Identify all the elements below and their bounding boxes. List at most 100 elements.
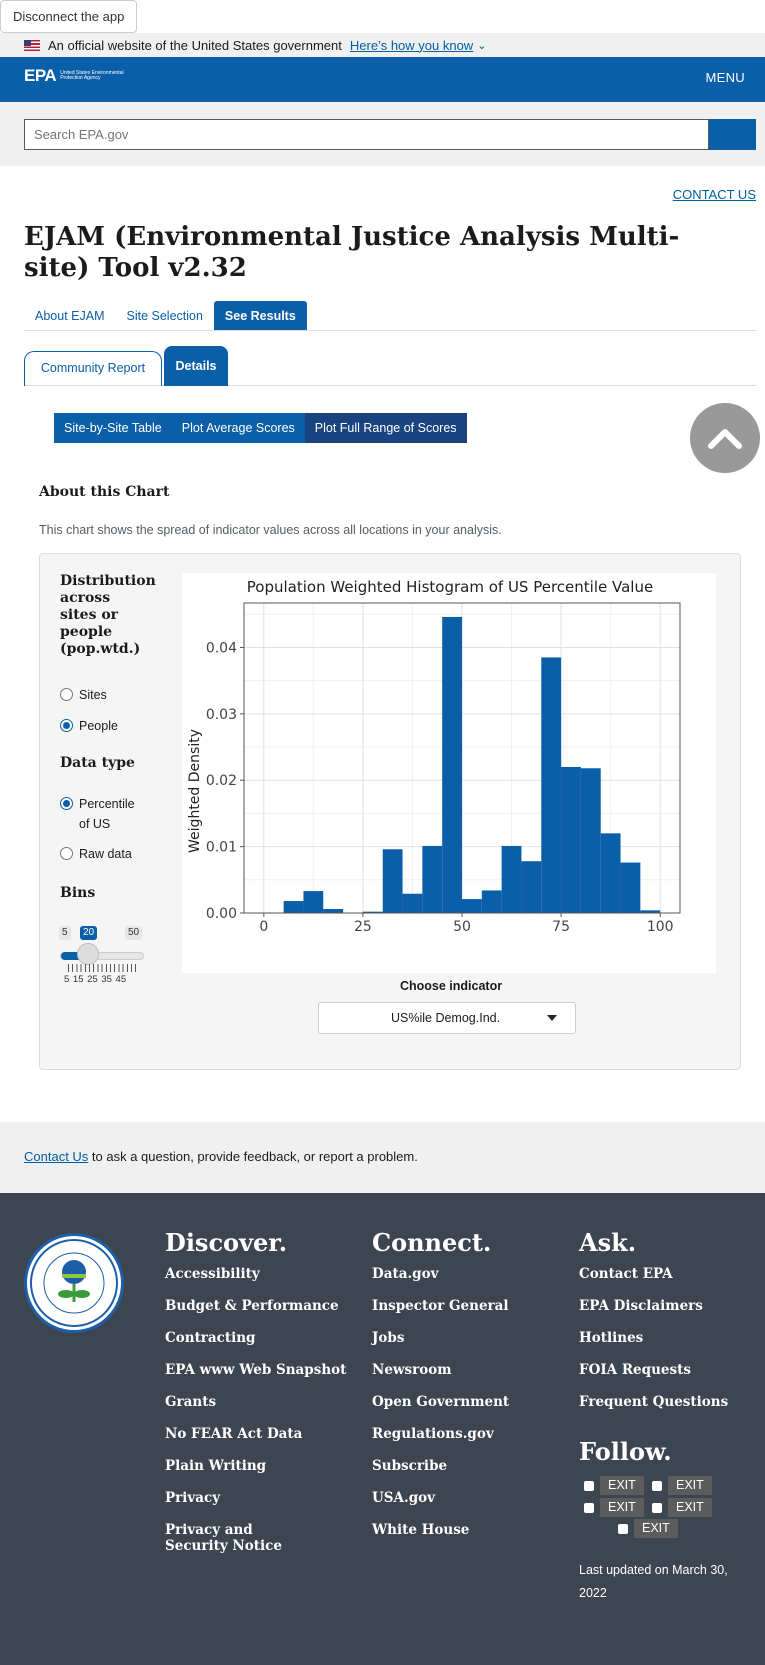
footer-link[interactable]: Data.gov — [372, 1266, 439, 1282]
chevron-down-icon[interactable]: ⌄ — [477, 39, 487, 52]
about-chart-text: This chart shows the spread of indicator… — [39, 523, 502, 537]
x-tick-label: 100 — [647, 919, 674, 935]
flickr-link[interactable]: EXIT — [652, 1498, 712, 1517]
footer-link[interactable]: Frequent Questions — [579, 1394, 729, 1410]
chevron-up-icon — [708, 429, 742, 449]
footer-link[interactable]: FOIA Requests — [579, 1362, 691, 1378]
footer-follow-heading: Follow. — [579, 1437, 672, 1466]
footer-link[interactable]: EPA Disclaimers — [579, 1298, 703, 1314]
footer-link[interactable]: Subscribe — [372, 1458, 448, 1474]
histogram-bar — [640, 910, 661, 913]
footer-link[interactable]: Plain Writing — [165, 1458, 267, 1474]
bins-heading: Bins — [60, 885, 96, 901]
tab-about-ejam[interactable]: About EJAM — [35, 309, 105, 323]
tab-plot-full-range[interactable]: Plot Full Range of Scores — [304, 413, 467, 443]
tab-site-by-site-table[interactable]: Site-by-Site Table — [64, 421, 162, 435]
footer-link[interactable]: Contact EPA — [579, 1266, 673, 1282]
footer-link[interactable]: Privacy and Security Notice — [165, 1522, 282, 1554]
footer-link[interactable]: Open Government — [372, 1394, 510, 1410]
radio-percentile[interactable]: Percentile of US — [60, 794, 140, 834]
exit-badge: EXIT — [668, 1498, 712, 1517]
x-tick-label: 25 — [354, 919, 372, 935]
histogram-bar — [561, 766, 581, 913]
gov-banner-link[interactable]: Here’s how you know — [349, 37, 474, 53]
bins-slider-handle[interactable] — [76, 943, 99, 965]
histogram-bar — [402, 893, 423, 913]
menu-button[interactable]: MENU — [705, 70, 745, 85]
epa-logo[interactable]: EPA United States Environmental Protecti… — [24, 66, 130, 86]
footer-link[interactable]: USA.gov — [372, 1490, 435, 1506]
histogram-bar — [442, 616, 462, 913]
radio-percentile-dot[interactable] — [60, 797, 73, 810]
contact-band: Contact Us to ask a question, provide fe… — [0, 1122, 765, 1193]
flickr-icon — [652, 1502, 662, 1513]
footer-link[interactable]: Privacy — [165, 1490, 221, 1506]
chart-title: Population Weighted Histogram of US Perc… — [247, 578, 653, 596]
scroll-to-top-button[interactable] — [690, 403, 760, 473]
footer-link[interactable]: EPA www Web Snapshot — [165, 1362, 347, 1378]
indicator-select[interactable]: US%ile Demog.Ind. — [318, 1002, 576, 1034]
radio-raw-data[interactable]: Raw data — [60, 844, 132, 864]
search-button[interactable] — [709, 119, 756, 150]
radio-people-label: People — [79, 719, 118, 733]
tab-plot-average-scores[interactable]: Plot Average Scores — [181, 421, 295, 435]
youtube-link[interactable]: EXIT — [584, 1498, 644, 1517]
footer-link[interactable]: Inspector General — [372, 1298, 509, 1314]
tab-site-selection[interactable]: Site Selection — [126, 309, 203, 323]
epa-logo-mark: EPA — [24, 66, 57, 85]
bins-min-label: 5 — [59, 926, 71, 940]
bins-slider-track[interactable] — [60, 952, 144, 960]
radio-percentile-label: Percentile of US — [79, 797, 135, 831]
chart-y-axis-label: Weighted Density — [187, 729, 203, 853]
exit-badge: EXIT — [600, 1498, 644, 1517]
histogram-bar — [521, 861, 542, 913]
contact-us-band-link[interactable]: Contact Us — [24, 1149, 89, 1164]
main-tabs: About EJAM Site Selection See Results — [24, 301, 756, 331]
x-tick-label: 0 — [259, 919, 268, 935]
radio-raw-dot[interactable] — [60, 847, 73, 860]
footer-link[interactable]: Accessibility — [165, 1266, 260, 1282]
site-header: EPA United States Environmental Protecti… — [0, 57, 765, 102]
exit-badge: EXIT — [668, 1476, 712, 1495]
radio-people-dot[interactable] — [60, 719, 73, 732]
radio-people[interactable]: People — [60, 716, 118, 736]
histogram-bar — [620, 862, 641, 913]
contact-us-link[interactable]: CONTACT US — [672, 187, 756, 202]
facebook-link[interactable]: EXIT — [584, 1476, 644, 1495]
us-flag-icon — [24, 39, 40, 51]
tab-see-results[interactable]: See Results — [213, 301, 307, 330]
choose-indicator-label: Choose indicator — [400, 979, 503, 993]
exit-badge: EXIT — [634, 1519, 678, 1538]
radio-sites-dot[interactable] — [60, 688, 73, 701]
footer-link[interactable]: Regulations.gov — [372, 1426, 494, 1442]
contact-band-text: Contact Us to ask a question, provide fe… — [24, 1149, 418, 1164]
y-tick-label: 0.02 — [206, 773, 237, 789]
footer-connect: Connect. Data.gov Inspector General Jobs… — [372, 1228, 509, 1554]
footer-link[interactable]: Jobs — [372, 1330, 405, 1346]
datatype-heading: Data type — [60, 755, 135, 771]
radio-sites[interactable]: Sites — [60, 685, 107, 705]
footer-link[interactable]: Grants — [165, 1394, 217, 1410]
detail-tabs: Site-by-Site Table Plot Average Scores P… — [54, 413, 467, 443]
footer-link[interactable]: Hotlines — [579, 1330, 644, 1346]
histogram-bar — [362, 911, 383, 913]
disconnect-button[interactable]: Disconnect the app — [0, 0, 138, 33]
footer-link[interactable]: Budget & Performance — [165, 1298, 339, 1314]
histogram-bar — [600, 833, 621, 913]
footer-link[interactable]: No FEAR Act Data — [165, 1426, 303, 1442]
footer-link[interactable]: Newsroom — [372, 1362, 452, 1378]
x-tick-label: 50 — [453, 919, 471, 935]
bins-slider-fill — [61, 952, 89, 960]
footer-link[interactable]: Contracting — [165, 1330, 256, 1346]
bins-max-label: 50 — [125, 926, 143, 940]
footer-link[interactable]: White House — [372, 1522, 470, 1538]
tab-details[interactable]: Details — [164, 346, 228, 386]
twitter-link[interactable]: EXIT — [652, 1476, 712, 1495]
histogram-bar — [283, 901, 304, 913]
epa-seal-logo[interactable] — [24, 1233, 124, 1333]
epa-logo-text: United States Environmental Protection A… — [60, 69, 124, 81]
search-input[interactable]: Search EPA.gov — [24, 119, 709, 150]
instagram-link[interactable]: EXIT — [618, 1519, 678, 1538]
bins-value-label: 20 — [80, 926, 98, 940]
tab-community-report[interactable]: Community Report — [24, 351, 162, 386]
